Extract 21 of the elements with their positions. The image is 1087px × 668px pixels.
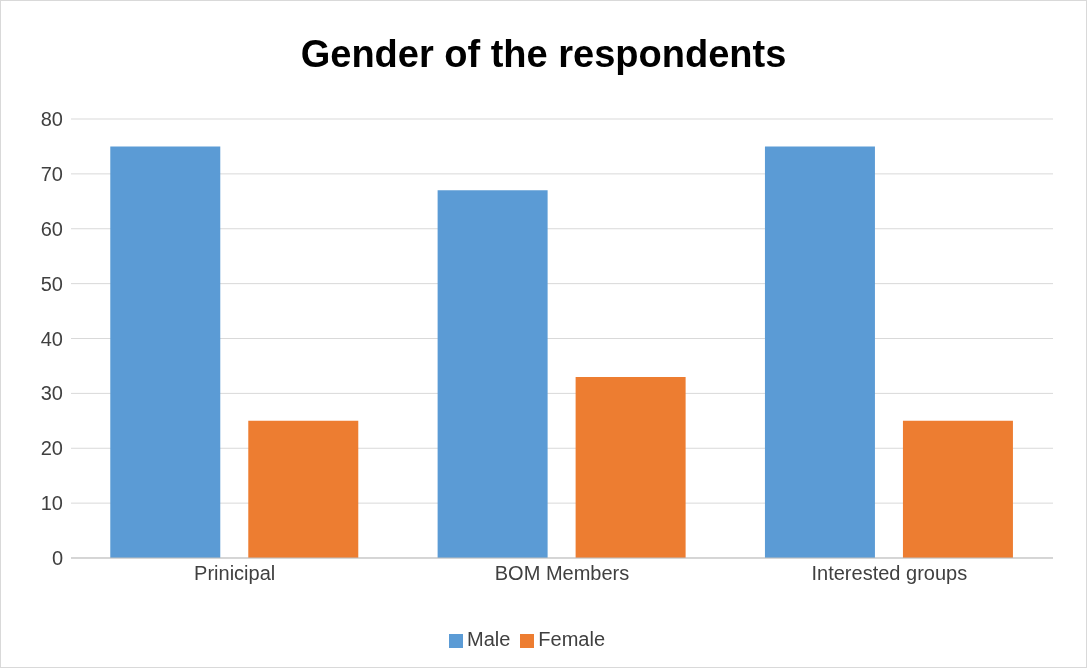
bar bbox=[764, 146, 875, 558]
y-tick-label: 0 bbox=[51, 547, 63, 570]
y-tick-label: 30 bbox=[40, 382, 63, 405]
y-tick-label: 40 bbox=[40, 327, 63, 350]
x-tick-label: Prinicipal bbox=[194, 562, 276, 585]
y-tick-label: 50 bbox=[40, 272, 63, 295]
y-tick-label: 70 bbox=[40, 162, 63, 185]
x-tick-label: Interested groups bbox=[811, 562, 968, 585]
bar bbox=[110, 146, 221, 558]
bar bbox=[902, 420, 1013, 558]
y-tick-label: 10 bbox=[40, 492, 63, 515]
bar bbox=[437, 190, 548, 558]
x-tick-label: BOM Members bbox=[494, 562, 630, 585]
y-tick-label: 20 bbox=[40, 437, 63, 460]
y-tick-label: 80 bbox=[40, 108, 63, 131]
legend-label: Female bbox=[538, 628, 606, 650]
y-tick-label: 60 bbox=[40, 217, 63, 240]
bar bbox=[248, 420, 359, 558]
chart-title: Gender of the respondents bbox=[299, 33, 788, 76]
bar bbox=[575, 376, 686, 558]
legend-label: Male bbox=[466, 628, 511, 650]
